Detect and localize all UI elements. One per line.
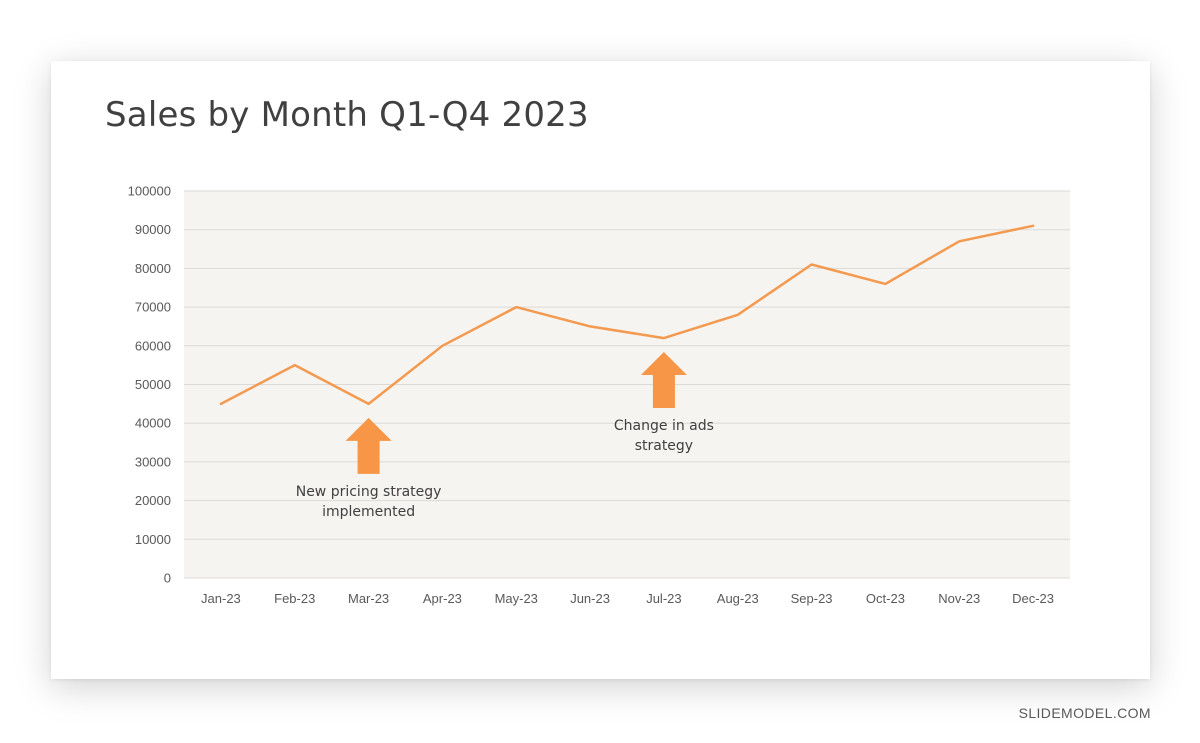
y-tick-label: 70000 <box>135 300 171 315</box>
x-tick-label: Dec-23 <box>1012 591 1054 606</box>
sales-line <box>219 224 1035 406</box>
y-axis-tick-labels: 0 10000 20000 30000 40000 50000 60000 70000 8000… <box>128 184 171 586</box>
y-tick-label: 20000 <box>135 493 171 508</box>
x-axis-tick-labels: Jan-23 Feb-23 Mar-23 Apr-23 May-23 Jun-23 Jul-… <box>201 591 1054 606</box>
up-arrow <box>640 352 687 409</box>
x-tick-label: Feb-23 <box>274 591 315 606</box>
watermark: SLIDEMODEL.COM <box>1018 705 1151 721</box>
y-tick-label: 80000 <box>135 261 171 276</box>
y-tick-label: 90000 <box>135 222 171 237</box>
slide-title: Sales by Month Q1-Q4 2023 <box>105 95 589 135</box>
annotation-text: strategy <box>635 438 693 454</box>
x-tick-label: Oct-23 <box>866 591 905 606</box>
x-tick-label: Aug-23 <box>717 591 759 606</box>
x-tick-label: Mar-23 <box>348 591 389 606</box>
x-tick-label: Nov-23 <box>938 591 980 606</box>
y-tick-label: 40000 <box>135 416 171 431</box>
annotation-text: Change in ads <box>614 418 714 434</box>
x-tick-label: Apr-23 <box>423 591 462 606</box>
slide: Sales by Month Q1-Q4 2023 0 10000 20000 300… <box>51 61 1150 679</box>
y-tick-label: 30000 <box>135 454 171 469</box>
y-tick-label: 100000 <box>128 184 171 199</box>
y-tick-label: 50000 <box>135 377 171 392</box>
sales-series <box>219 224 1035 406</box>
x-tick-label: Sep-23 <box>791 591 833 606</box>
x-tick-label: Jul-23 <box>646 591 681 606</box>
x-tick-label: Jun-23 <box>570 591 610 606</box>
annotations: New pricing strategy implemented Change in… <box>296 352 714 520</box>
up-arrow <box>345 417 392 474</box>
y-tick-label: 0 <box>164 571 171 586</box>
annotation-text: implemented <box>322 504 415 520</box>
sales-line-chart: 0 10000 20000 30000 40000 50000 60000 70000 8000… <box>128 184 1070 606</box>
x-tick-label: May-23 <box>495 591 538 606</box>
y-tick-label: 60000 <box>135 338 171 353</box>
y-tick-label: 10000 <box>135 532 171 547</box>
x-tick-label: Jan-23 <box>201 591 241 606</box>
annotation-text: New pricing strategy <box>296 484 442 500</box>
